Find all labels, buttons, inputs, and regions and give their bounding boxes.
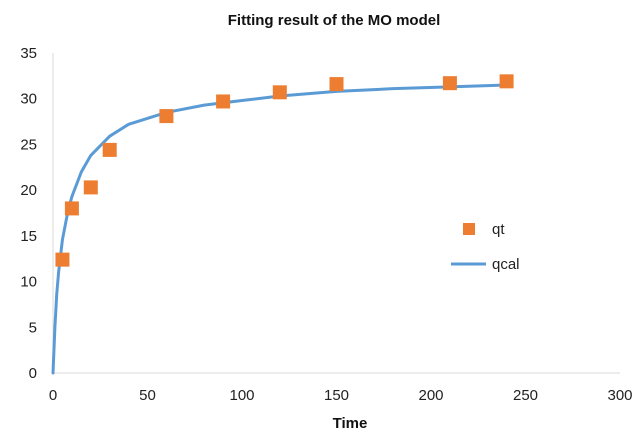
x-tick-label: 0	[49, 387, 57, 404]
y-tick-label: 15	[20, 228, 37, 245]
x-tick-label: 50	[139, 387, 156, 404]
data-point-qt	[329, 77, 344, 92]
x-tick-label: 200	[418, 387, 443, 404]
y-tick-label: 10	[20, 274, 37, 291]
legend: qt qcal	[451, 221, 520, 273]
x-tick-label: 150	[324, 387, 349, 404]
legend-label-qcal: qcal	[492, 256, 520, 273]
y-tick-label: 35	[20, 45, 37, 62]
legend-label-qt: qt	[492, 221, 505, 238]
data-point-qt	[64, 201, 79, 216]
data-point-qt	[216, 94, 231, 109]
x-tick-labels: 0 50 100 150 200 250 300	[49, 387, 633, 404]
data-point-qt	[159, 109, 174, 124]
legend-marker-qt	[463, 223, 475, 235]
data-point-qt	[55, 252, 70, 267]
series-points	[55, 74, 514, 267]
axes	[52, 53, 620, 374]
series-lines	[51, 83, 509, 375]
y-tick-labels: 0 5 10 15 20 25 30 35	[20, 45, 37, 382]
y-tick-label: 20	[20, 182, 37, 199]
data-point-qt	[83, 180, 98, 195]
y-tick-label: 0	[29, 365, 37, 382]
x-axis-title: Time	[333, 415, 368, 432]
x-tick-label: 100	[229, 387, 254, 404]
data-point-qt	[499, 74, 514, 89]
x-tick-label: 300	[607, 387, 632, 404]
x-tick-label: 250	[513, 387, 538, 404]
y-tick-label: 5	[29, 319, 37, 336]
y-tick-label: 25	[20, 136, 37, 153]
chart-title: Fitting result of the MO model	[228, 12, 441, 29]
y-tick-label: 30	[20, 91, 37, 108]
data-point-qt	[272, 85, 287, 100]
data-point-qt	[102, 142, 117, 157]
data-point-qt	[442, 76, 457, 91]
series-line-qcal	[51, 83, 509, 375]
